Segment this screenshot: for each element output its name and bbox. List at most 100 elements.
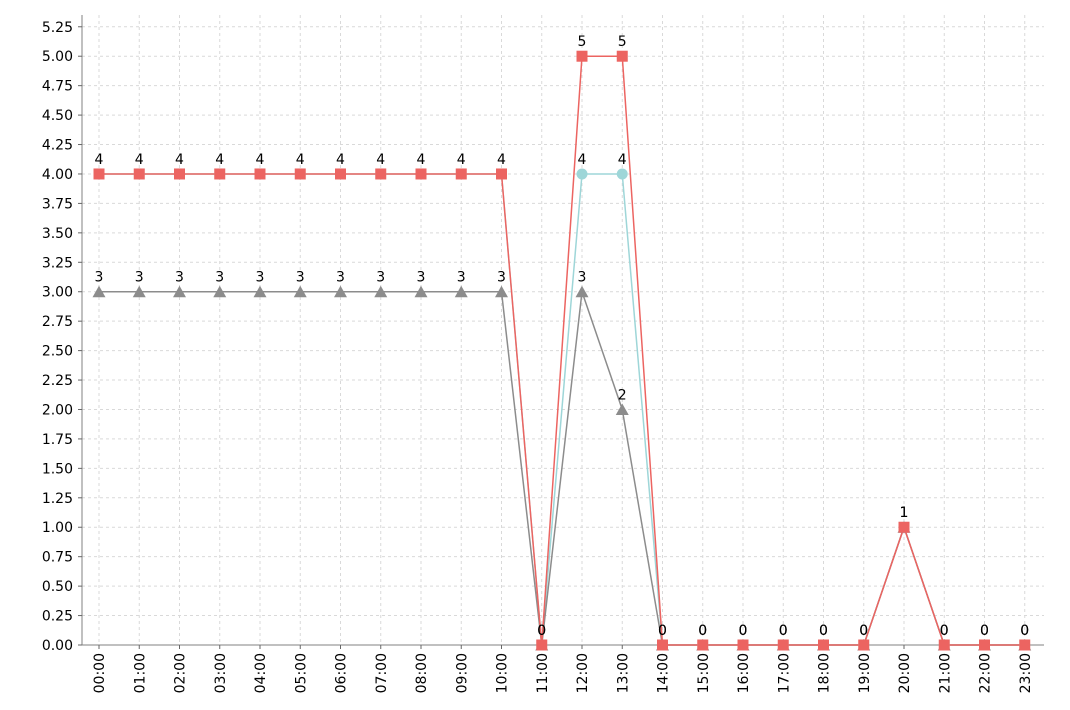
data-label: 3 [135,270,144,286]
x-tick-label: 06:00 [334,653,350,693]
x-tick-label: 14:00 [656,653,672,693]
x-tick-label: 01:00 [132,653,148,693]
y-tick-label: 3.75 [42,196,73,212]
series-3-point [254,168,266,180]
data-label: 0 [779,623,788,639]
data-label: 4 [95,152,104,168]
y-tick-label: 0.00 [42,638,73,654]
x-tick-label: 15:00 [696,653,712,693]
y-tick-label: 5.00 [42,49,73,65]
series-2-point [414,285,428,298]
series-3-point [496,168,507,180]
grid [82,15,1044,645]
x-tick-label: 03:00 [213,653,229,693]
data-label: 1 [900,505,909,521]
series-3-line [99,55,1025,646]
x-tick-label: 07:00 [374,653,390,693]
data-label: 0 [819,623,828,639]
data-label: 4 [256,152,265,168]
series-2-point [253,285,267,298]
series-3-point [133,168,145,180]
series-3-point [858,639,870,651]
x-tick-label: 13:00 [615,653,631,693]
series-2-point [173,285,186,298]
y-tick-label: 2.50 [42,344,73,360]
data-label: 1 [900,505,909,521]
data-label: 0 [859,623,868,639]
series-3-point [777,639,789,651]
series-2-point [374,285,388,298]
x-tick-label: 18:00 [817,653,833,693]
data-label: 0 [940,623,949,639]
series-1-point [616,168,628,180]
data-label: 4 [417,152,426,168]
data-label: 0 [658,623,667,639]
y-tick-label: 3.50 [42,226,73,242]
series-3-point [576,50,588,62]
data-label: 3 [336,270,345,286]
data-label: 4 [497,152,506,168]
data-label: 0 [1020,623,1029,639]
series-2-point [495,285,508,298]
x-tick-label: 11:00 [535,653,551,693]
series-3-point [737,639,749,651]
x-tick-label: 23:00 [1018,653,1034,693]
series-2-point [132,285,146,298]
data-label: 0 [819,623,828,639]
data-label: 0 [698,623,707,639]
series-2-point [213,285,227,298]
series-3-point [536,639,548,651]
data-label: 4 [457,152,466,168]
data-label: 0 [940,623,949,639]
data-label: 5 [578,34,587,50]
y-tick-label: 0.25 [42,609,73,625]
series-3-point [174,168,185,180]
data-label: 4 [135,152,144,168]
x-tick-label: 00:00 [92,653,108,693]
data-label: 0 [658,623,667,639]
data-label: 3 [95,270,104,286]
data-label: 0 [739,623,748,639]
x-tick-label: 05:00 [293,653,309,693]
x-tick-label: 20:00 [897,653,913,693]
data-label: 4 [175,152,184,168]
data-label: 3 [578,270,587,286]
y-tick-label: 2.25 [42,373,73,389]
y-tick-label: 3.25 [42,255,73,271]
x-tick-label: 08:00 [414,653,430,693]
axes [81,15,1044,646]
data-label: 3 [497,270,506,286]
y-tick-label: 1.00 [42,520,73,536]
y-tick-label: 2.75 [42,314,73,330]
y-tick-label: 4.25 [42,138,73,154]
data-label: 4 [296,152,305,168]
y-axis-ticks: 0.00 0.25 0.50 0.75 1.00 1.25 1.50 1.75 2.00 2.25… [42,20,82,654]
x-axis-ticks: 00:00 01:00 02:00 03:00 04:00 05:00 06:00 07:00… [92,645,1034,693]
data-label: 5 [618,34,627,50]
x-tick-label: 09:00 [454,653,470,693]
data-label: 0 [537,623,546,639]
data-label: 3 [457,270,466,286]
series-2-point [454,285,468,298]
series-3-point [818,639,829,651]
series-2-point [293,285,307,298]
data-label: 3 [296,270,305,286]
series-3-point [93,168,105,180]
data-label: 0 [980,623,989,639]
x-tick-label: 02:00 [173,653,189,693]
y-tick-label: 4.00 [42,167,73,183]
x-tick-label: 22:00 [978,653,994,693]
data-label: 0 [739,623,748,639]
x-tick-label: 12:00 [575,653,591,693]
y-tick-label: 4.75 [42,79,73,95]
x-tick-label: 10:00 [495,653,511,693]
data-label: 0 [1020,623,1029,639]
series-2-point [575,285,589,298]
x-tick-label: 19:00 [857,653,873,693]
data-label: 3 [175,270,184,286]
series-3-point [455,168,467,180]
data-label: 0 [859,623,868,639]
series-3-point [616,50,628,62]
